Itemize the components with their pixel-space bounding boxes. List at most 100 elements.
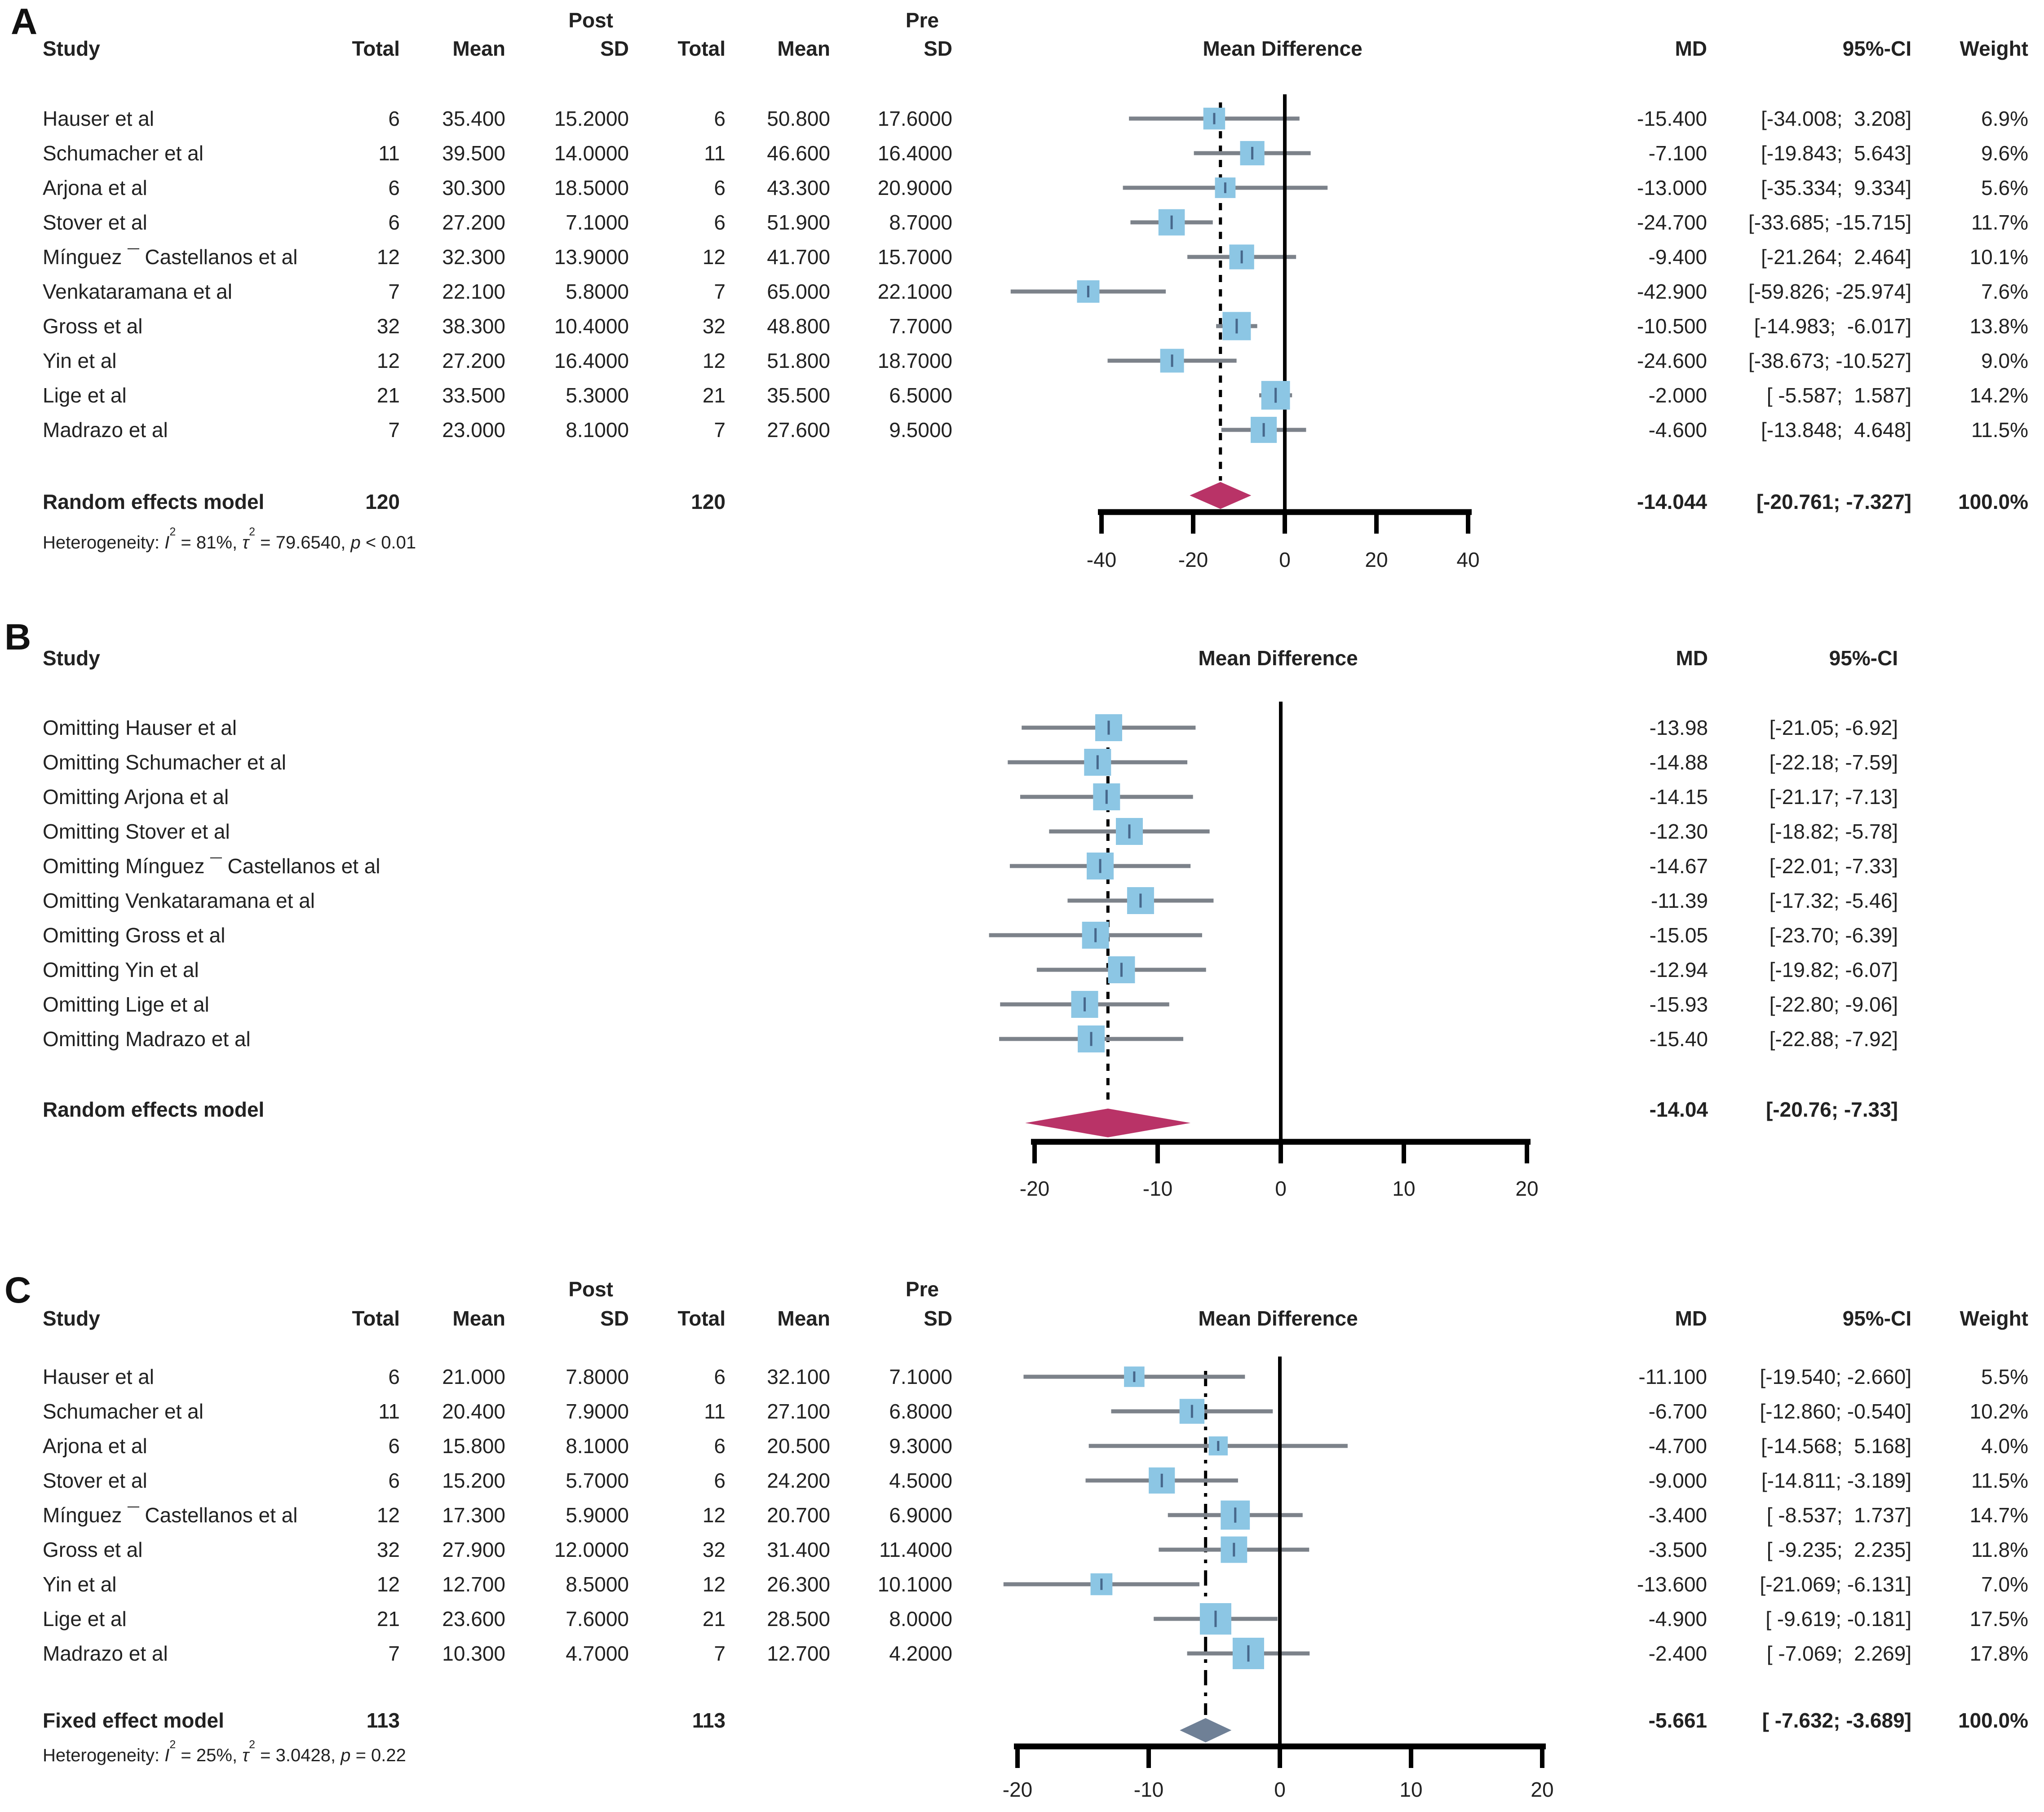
summary-weight-cell: 100.0% [1958,1709,2028,1732]
summary-total-pre: 113 [692,1709,726,1732]
sd-post-cell: 5.9000 [566,1503,629,1527]
total-post-cell: 32 [376,1538,400,1561]
mean-post-cell: 12.700 [442,1573,505,1596]
sd-pre-cell: 8.7000 [889,211,952,234]
study-name: Omitting Arjona et al [43,785,229,809]
sd-post-cell: 7.9000 [566,1400,629,1423]
mean-pre-cell: 28.500 [767,1607,830,1631]
ci-cell: [-18.82; -5.78] [1769,820,1898,843]
axis-tick-label: -20 [1178,548,1208,571]
col-header-weight: Weight [1960,1307,2028,1330]
total-pre-cell: 12 [702,1573,726,1596]
sd-pre-cell: 9.5000 [889,418,952,442]
study-name: Lige et al [43,1607,127,1631]
col-header-md: MD [1675,37,1707,60]
sd-post-cell: 5.3000 [566,384,629,407]
col-header-mean-post: Mean [452,37,505,60]
study-name: Hauser et al [43,107,155,130]
mean-post-cell: 23.600 [442,1607,505,1631]
md-cell: -2.000 [1648,384,1707,407]
axis-tick-label: -10 [1134,1778,1164,1801]
ci-cell: [-17.32; -5.46] [1769,889,1898,912]
study-name: Omitting Schumacher et al [43,751,287,774]
col-header-pre-group: Pre [905,1277,939,1301]
axis-tick-label: 40 [1456,548,1479,571]
col-header-md: MD [1675,1307,1707,1330]
total-post-cell: 6 [388,211,400,234]
sd-post-cell: 7.1000 [566,211,629,234]
sd-pre-cell: 6.9000 [889,1503,952,1527]
ci-cell: [-14.983; -6.017] [1754,314,1911,338]
mean-post-cell: 35.400 [442,107,505,130]
total-pre-cell: 6 [714,107,726,130]
sd-pre-cell: 16.4000 [877,141,952,165]
summary-md-cell: -14.044 [1637,490,1707,513]
mean-pre-cell: 46.600 [767,141,830,165]
ci-cell: [-38.673; -10.527] [1748,349,1911,372]
sd-post-cell: 13.9000 [554,245,629,269]
mean-post-cell: 38.300 [442,314,505,338]
ci-cell: [-12.860; -0.540] [1760,1400,1911,1423]
md-cell: -15.40 [1649,1027,1708,1051]
weight-cell: 13.8% [1969,314,2028,338]
sd-pre-cell: 7.7000 [889,314,952,338]
axis-tick-label: 0 [1274,1778,1286,1801]
col-header-total-pre: Total [677,1307,726,1330]
weight-cell: 10.1% [1969,245,2028,269]
weight-cell: 14.2% [1969,384,2028,407]
weight-cell: 5.6% [1981,176,2028,199]
sd-post-cell: 10.4000 [554,314,629,338]
summary-weight-cell: 100.0% [1958,490,2028,513]
col-header-mean-pre: Mean [777,1307,830,1330]
md-cell: -14.88 [1649,751,1708,774]
ci-cell: [-59.826; -25.974] [1748,280,1911,303]
weight-cell: 10.2% [1969,1400,2028,1423]
summary-label: Random effects model [43,490,265,513]
ci-cell: [ -5.587; 1.587] [1766,384,1911,407]
sd-pre-cell: 4.5000 [889,1469,952,1492]
col-header-post-group: Post [568,9,613,32]
weight-cell: 5.5% [1981,1365,2028,1388]
axis-tick-label: 0 [1279,548,1291,571]
total-post-cell: 21 [376,384,400,407]
mean-pre-cell: 27.100 [767,1400,830,1423]
total-post-cell: 11 [378,1400,400,1423]
sd-post-cell: 8.1000 [566,418,629,442]
total-post-cell: 12 [376,349,400,372]
mean-pre-cell: 24.200 [767,1469,830,1492]
mean-pre-cell: 31.400 [767,1538,830,1561]
weight-cell: 11.7% [1971,211,2028,234]
sd-pre-cell: 7.1000 [889,1365,952,1388]
sd-post-cell: 12.0000 [554,1538,629,1561]
ci-cell: [-19.843; 5.643] [1761,141,1911,165]
summary-total-post: 120 [365,490,400,513]
col-header-total-pre: Total [677,37,726,60]
study-name: Gross et al [43,1538,143,1561]
md-cell: -14.67 [1649,854,1708,878]
ci-cell: [ -7.069; 2.269] [1766,1642,1911,1665]
mean-post-cell: 33.500 [442,384,505,407]
md-cell: -42.900 [1637,280,1707,303]
weight-cell: 14.7% [1969,1503,2028,1527]
mean-pre-cell: 26.300 [767,1573,830,1596]
axis-tick-label: -20 [1020,1177,1049,1200]
mean-post-cell: 22.100 [442,280,505,303]
total-pre-cell: 6 [714,1469,726,1492]
weight-cell: 11.5% [1971,1469,2028,1492]
sd-pre-cell: 18.7000 [877,349,952,372]
ci-cell: [-21.069; -6.131] [1760,1573,1911,1596]
sd-pre-cell: 6.8000 [889,1400,952,1423]
mean-pre-cell: 43.300 [767,176,830,199]
md-cell: -9.000 [1648,1469,1707,1492]
col-header-mean-pre: Mean [777,37,830,60]
mean-pre-cell: 35.500 [767,384,830,407]
ci-cell: [-14.811; -3.189] [1761,1469,1911,1492]
summary-total-pre: 120 [691,490,726,513]
total-post-cell: 7 [388,280,400,303]
mean-post-cell: 32.300 [442,245,505,269]
summary-ci-cell: [ -7.632; -3.689] [1762,1709,1911,1732]
md-cell: -7.100 [1648,141,1707,165]
total-post-cell: 32 [376,314,400,338]
mean-pre-cell: 32.100 [767,1365,830,1388]
total-post-cell: 6 [388,176,400,199]
